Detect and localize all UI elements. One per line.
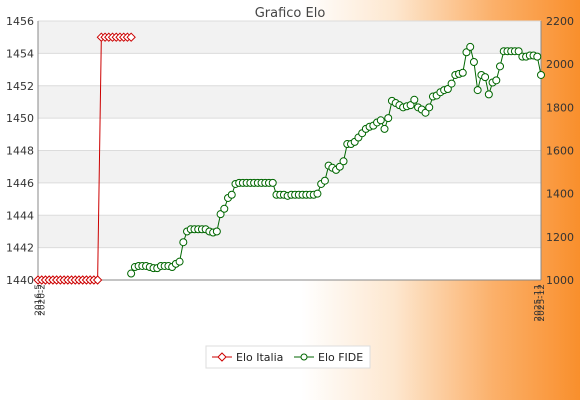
x-tick-label: 2025-11 xyxy=(533,284,543,322)
left-tick-label: 1440 xyxy=(6,274,34,287)
legend-marker-elo-italia xyxy=(217,352,227,362)
data-point-elo-fide xyxy=(447,79,456,88)
data-point-elo-fide xyxy=(220,204,229,213)
left-tick-label: 1446 xyxy=(6,177,34,190)
data-point-elo-fide xyxy=(227,190,236,199)
data-point-elo-fide xyxy=(268,178,277,187)
data-point-elo-fide xyxy=(473,86,482,95)
left-tick-label: 1456 xyxy=(6,15,34,28)
data-point-elo-fide xyxy=(421,108,430,117)
right-tick-label: 2200 xyxy=(546,15,574,28)
data-point-elo-fide xyxy=(469,58,478,67)
left-tick-label: 1452 xyxy=(6,80,34,93)
data-point-elo-fide xyxy=(537,70,545,79)
plot-band xyxy=(38,215,541,248)
plot-band xyxy=(38,150,541,183)
data-point-elo-fide xyxy=(212,227,221,236)
data-point-elo-fide xyxy=(458,68,467,77)
data-point-elo-fide xyxy=(484,90,493,99)
legend-marker-elo-fide xyxy=(300,353,308,361)
data-point-elo-fide xyxy=(443,84,452,93)
data-point-elo-fide xyxy=(216,210,225,219)
series-elo-italia xyxy=(33,32,136,285)
legend: Elo Italia Elo FIDE xyxy=(205,345,371,369)
right-tick-label: 1800 xyxy=(546,101,574,114)
series-elo-fide xyxy=(127,42,545,278)
data-point-elo-fide xyxy=(492,76,501,85)
data-point-elo-fide xyxy=(533,52,542,61)
data-point-elo-fide xyxy=(384,114,393,123)
left-tick-label: 1450 xyxy=(6,112,34,125)
data-point-elo-fide xyxy=(313,189,322,198)
data-point-elo-fide xyxy=(320,176,329,185)
data-point-elo-italia xyxy=(92,275,103,285)
right-tick-label: 1200 xyxy=(546,231,574,244)
data-point-elo-fide xyxy=(376,116,385,125)
right-tick-label: 1600 xyxy=(546,145,574,158)
grid-lines xyxy=(38,20,541,281)
x-tick-label: 2016-5 xyxy=(34,284,44,316)
right-tick-label: 1000 xyxy=(546,274,574,287)
left-tick-label: 1442 xyxy=(6,242,34,255)
legend-label-elo-fide: Elo FIDE xyxy=(318,351,363,364)
data-point-elo-fide xyxy=(127,269,136,278)
data-point-elo-fide xyxy=(496,62,505,71)
data-point-elo-fide xyxy=(175,257,184,266)
left-tick-label: 1454 xyxy=(6,47,34,60)
data-point-elo-fide xyxy=(514,47,523,56)
data-point-elo-fide xyxy=(339,157,348,166)
legend-label-elo-italia: Elo Italia xyxy=(236,351,283,364)
data-point-elo-fide xyxy=(481,73,490,82)
data-point-elo-fide xyxy=(410,95,419,104)
right-tick-label: 1400 xyxy=(546,188,574,201)
data-point-elo-fide xyxy=(179,238,188,247)
data-point-elo-fide xyxy=(335,162,344,171)
data-point-elo-italia xyxy=(126,32,136,42)
right-axis: 1000 1200 1400 1600 1800 2000 2200 xyxy=(38,15,574,287)
left-tick-label: 1444 xyxy=(6,209,34,222)
data-point-elo-fide xyxy=(406,101,415,110)
plot-band xyxy=(38,85,541,119)
right-tick-label: 2000 xyxy=(546,58,574,71)
left-tick-label: 1448 xyxy=(6,145,34,158)
data-point-elo-fide xyxy=(462,48,471,57)
data-point-elo-fide xyxy=(380,124,389,133)
x-tick-label: 2025-12 xyxy=(537,284,547,322)
data-point-elo-fide xyxy=(466,42,475,51)
x-tick-label: 2020-2 xyxy=(38,284,48,316)
chart-title: Grafico Elo xyxy=(255,6,326,21)
data-point-elo-fide xyxy=(425,103,434,112)
legend-box xyxy=(205,345,371,369)
left-axis: 1440 1442 1444 1446 1448 1450 1452 1454 1456 xyxy=(6,15,39,287)
